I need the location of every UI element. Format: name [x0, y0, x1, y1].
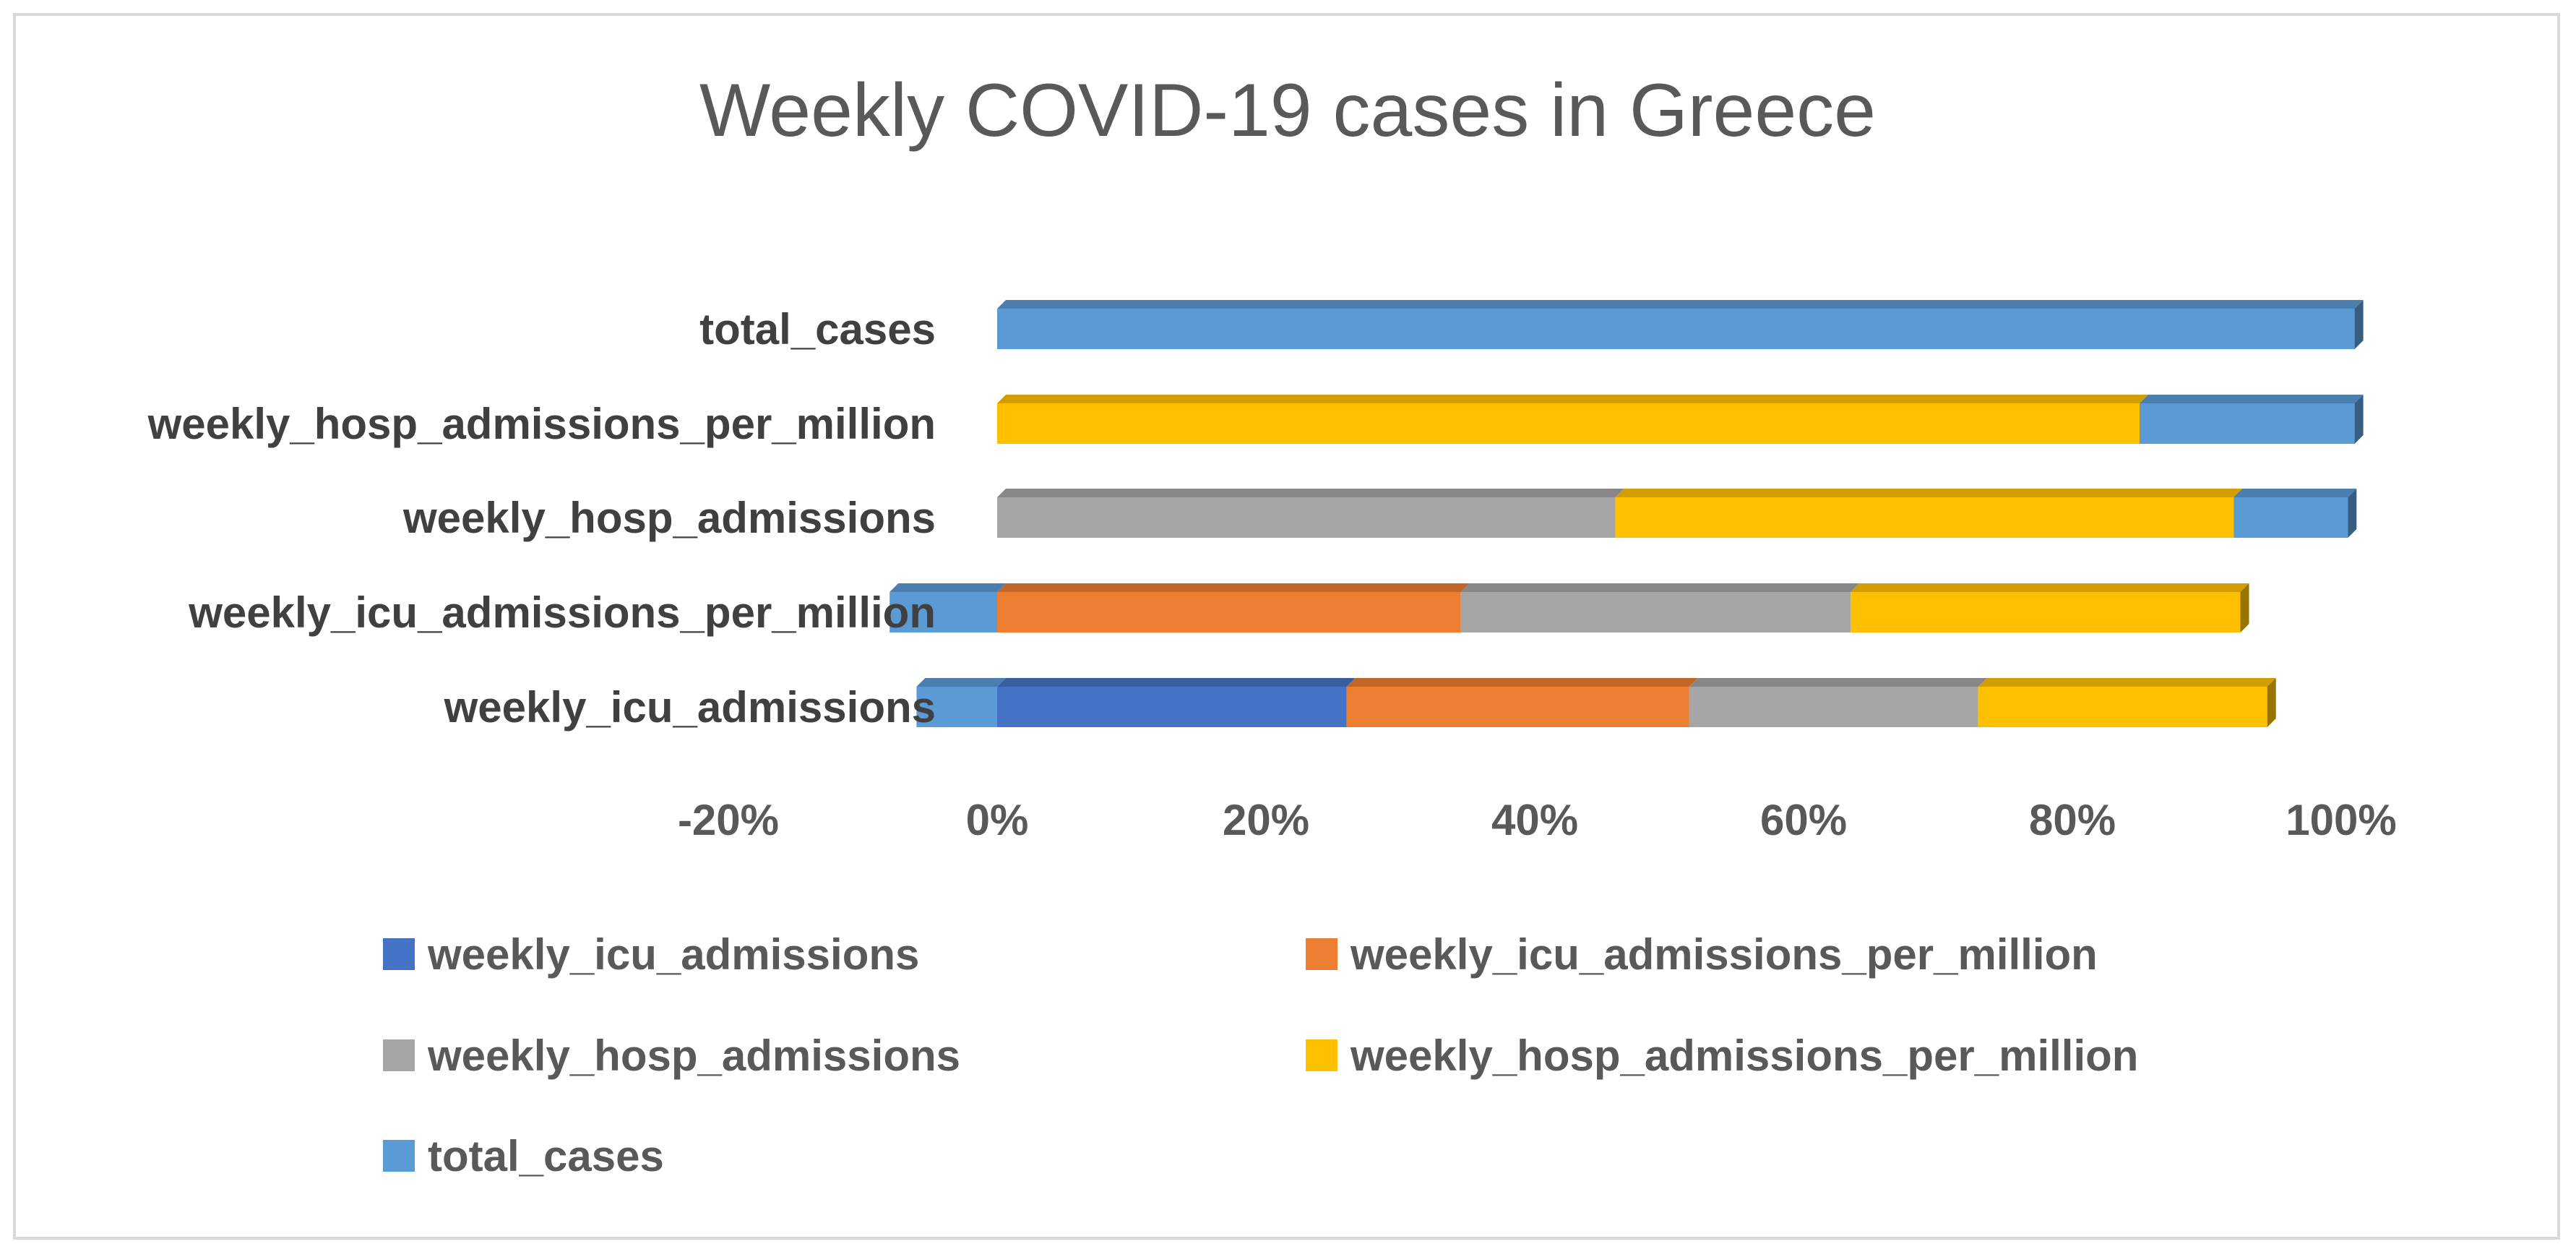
x-tick-label: 100% [2286, 796, 2396, 844]
legend-item-weekly_hosp_admissions: weekly_hosp_admissions [383, 1031, 960, 1080]
legend-swatch [383, 1039, 415, 1071]
legend-swatch [1306, 1039, 1337, 1071]
x-tick-label: 80% [2029, 796, 2116, 844]
legend-item-total_cases: total_cases [383, 1132, 664, 1180]
bar-top-weekly_hosp_admissions_per_million-weekly_icu_admissions_per_million [1851, 583, 2249, 592]
bar-side-total_cases [2354, 300, 2364, 349]
bar-top-weekly_hosp_admissions-weekly_icu_admissions [1689, 678, 1987, 687]
bar-total_cases-weekly_hosp_admissions [2233, 497, 2348, 538]
bar-weekly_hosp_admissions_per_million-weekly_icu_admissions_per_million [1851, 592, 2241, 632]
bar-top-total_cases-weekly_hosp_admissions_per_million [2140, 395, 2364, 403]
bar-weekly_hosp_admissions_per_million-weekly_icu_admissions [1978, 687, 2267, 727]
x-tick-label: 0% [966, 796, 1029, 844]
bar-total_cases-total_cases [997, 309, 2355, 349]
category-label-total_cases: total_cases [699, 305, 936, 353]
bar-row-weekly_icu_admissions [916, 678, 2276, 727]
bar-total_cases-weekly_icu_admissions_per_million [889, 592, 997, 632]
bar-top-weekly_icu_admissions_per_million-weekly_icu_admissions [1346, 678, 1698, 687]
legend-label: total_cases [428, 1132, 664, 1180]
legend-swatch [1306, 938, 1337, 970]
bar-row-weekly_icu_admissions_per_million [889, 583, 2249, 632]
x-tick-label: -20% [678, 796, 779, 844]
category-labels: weekly_icu_admissions weekly_icu_admissio… [147, 305, 936, 732]
bar-weekly_icu_admissions-weekly_icu_admissions [997, 687, 1347, 727]
bar-row-total_cases [997, 300, 2364, 349]
bar-side-weekly_hosp_admissions_per_million [2354, 395, 2364, 444]
legend-swatch [383, 938, 415, 970]
legend-label: weekly_icu_admissions [427, 930, 919, 979]
bar-top-weekly_hosp_admissions_per_million-weekly_icu_admissions [1978, 678, 2276, 687]
bar-side-weekly_hosp_admissions [2348, 489, 2357, 538]
bar-row-weekly_hosp_admissions [997, 489, 2357, 538]
bar-top-weekly_hosp_admissions-weekly_icu_admissions_per_million [1460, 583, 1860, 592]
legend-item-weekly_icu_admissions: weekly_icu_admissions [383, 930, 919, 979]
bar-weekly_hosp_admissions_per_million-weekly_hosp_admissions [1615, 497, 2234, 538]
bar-top-total_cases-weekly_icu_admissions_per_million [889, 583, 1006, 592]
bar-top-weekly_hosp_admissions-weekly_hosp_admissions [997, 489, 1624, 497]
legend: weekly_icu_admissions weekly_icu_admissio… [383, 930, 2138, 1180]
legend-item-weekly_hosp_admissions_per_million: weekly_hosp_admissions_per_million [1306, 1031, 2138, 1080]
legend-item-weekly_icu_admissions_per_million: weekly_icu_admissions_per_million [1306, 930, 2098, 979]
bar-top-total_cases-weekly_icu_admissions [916, 678, 1006, 687]
legend-swatch [383, 1140, 415, 1172]
x-tick-label: 40% [1491, 796, 1578, 844]
bar-top-weekly_icu_admissions_per_million-weekly_icu_admissions_per_million [997, 583, 1470, 592]
bar-top-weekly_icu_admissions-weekly_icu_admissions [997, 678, 1356, 687]
legend-label: weekly_icu_admissions_per_million [1350, 930, 2098, 979]
category-label-weekly_hosp_admissions_per_million: weekly_hosp_admissions_per_million [147, 400, 936, 448]
x-axis-tick-labels: -20% 0% 20% 40% 60% 80% 100% [678, 796, 2397, 844]
bar-weekly_hosp_admissions-weekly_icu_admissions [1689, 687, 1978, 727]
bar-total_cases-weekly_hosp_admissions_per_million [2140, 403, 2355, 444]
bar-weekly_hosp_admissions-weekly_icu_admissions_per_million [1460, 592, 1851, 632]
bar-top-weekly_hosp_admissions_per_million-weekly_hosp_admissions [1615, 489, 2243, 497]
category-label-weekly_icu_admissions_per_million: weekly_icu_admissions_per_million [188, 588, 936, 637]
bar-top-total_cases-total_cases [997, 300, 2364, 309]
bar-side-weekly_icu_admissions [2267, 678, 2276, 727]
bar-top-total_cases-weekly_hosp_admissions [2233, 489, 2357, 497]
bar-row-weekly_hosp_admissions_per_million [997, 395, 2364, 444]
bar-weekly_hosp_admissions-weekly_hosp_admissions [997, 497, 1616, 538]
chart-title: Weekly COVID-19 cases in Greece [699, 69, 1876, 153]
legend-label: weekly_hosp_admissions_per_million [1350, 1031, 2138, 1080]
bar-weekly_icu_admissions_per_million-weekly_icu_admissions_per_million [997, 592, 1461, 632]
legend-label: weekly_hosp_admissions [427, 1031, 960, 1080]
bar-weekly_icu_admissions_per_million-weekly_icu_admissions [1346, 687, 1689, 727]
bars-layer [889, 300, 2364, 727]
category-label-weekly_icu_admissions: weekly_icu_admissions [444, 683, 936, 732]
x-tick-label: 60% [1760, 796, 1847, 844]
bar-weekly_hosp_admissions_per_million-weekly_hosp_admissions_per_million [997, 403, 2140, 444]
x-tick-label: 20% [1223, 796, 1309, 844]
category-label-weekly_hosp_admissions: weekly_hosp_admissions [402, 494, 936, 542]
bar-side-weekly_icu_admissions_per_million [2240, 583, 2249, 632]
bar-top-weekly_hosp_admissions_per_million-weekly_hosp_admissions_per_million [997, 395, 2148, 403]
bar-total_cases-weekly_icu_admissions [916, 687, 997, 727]
